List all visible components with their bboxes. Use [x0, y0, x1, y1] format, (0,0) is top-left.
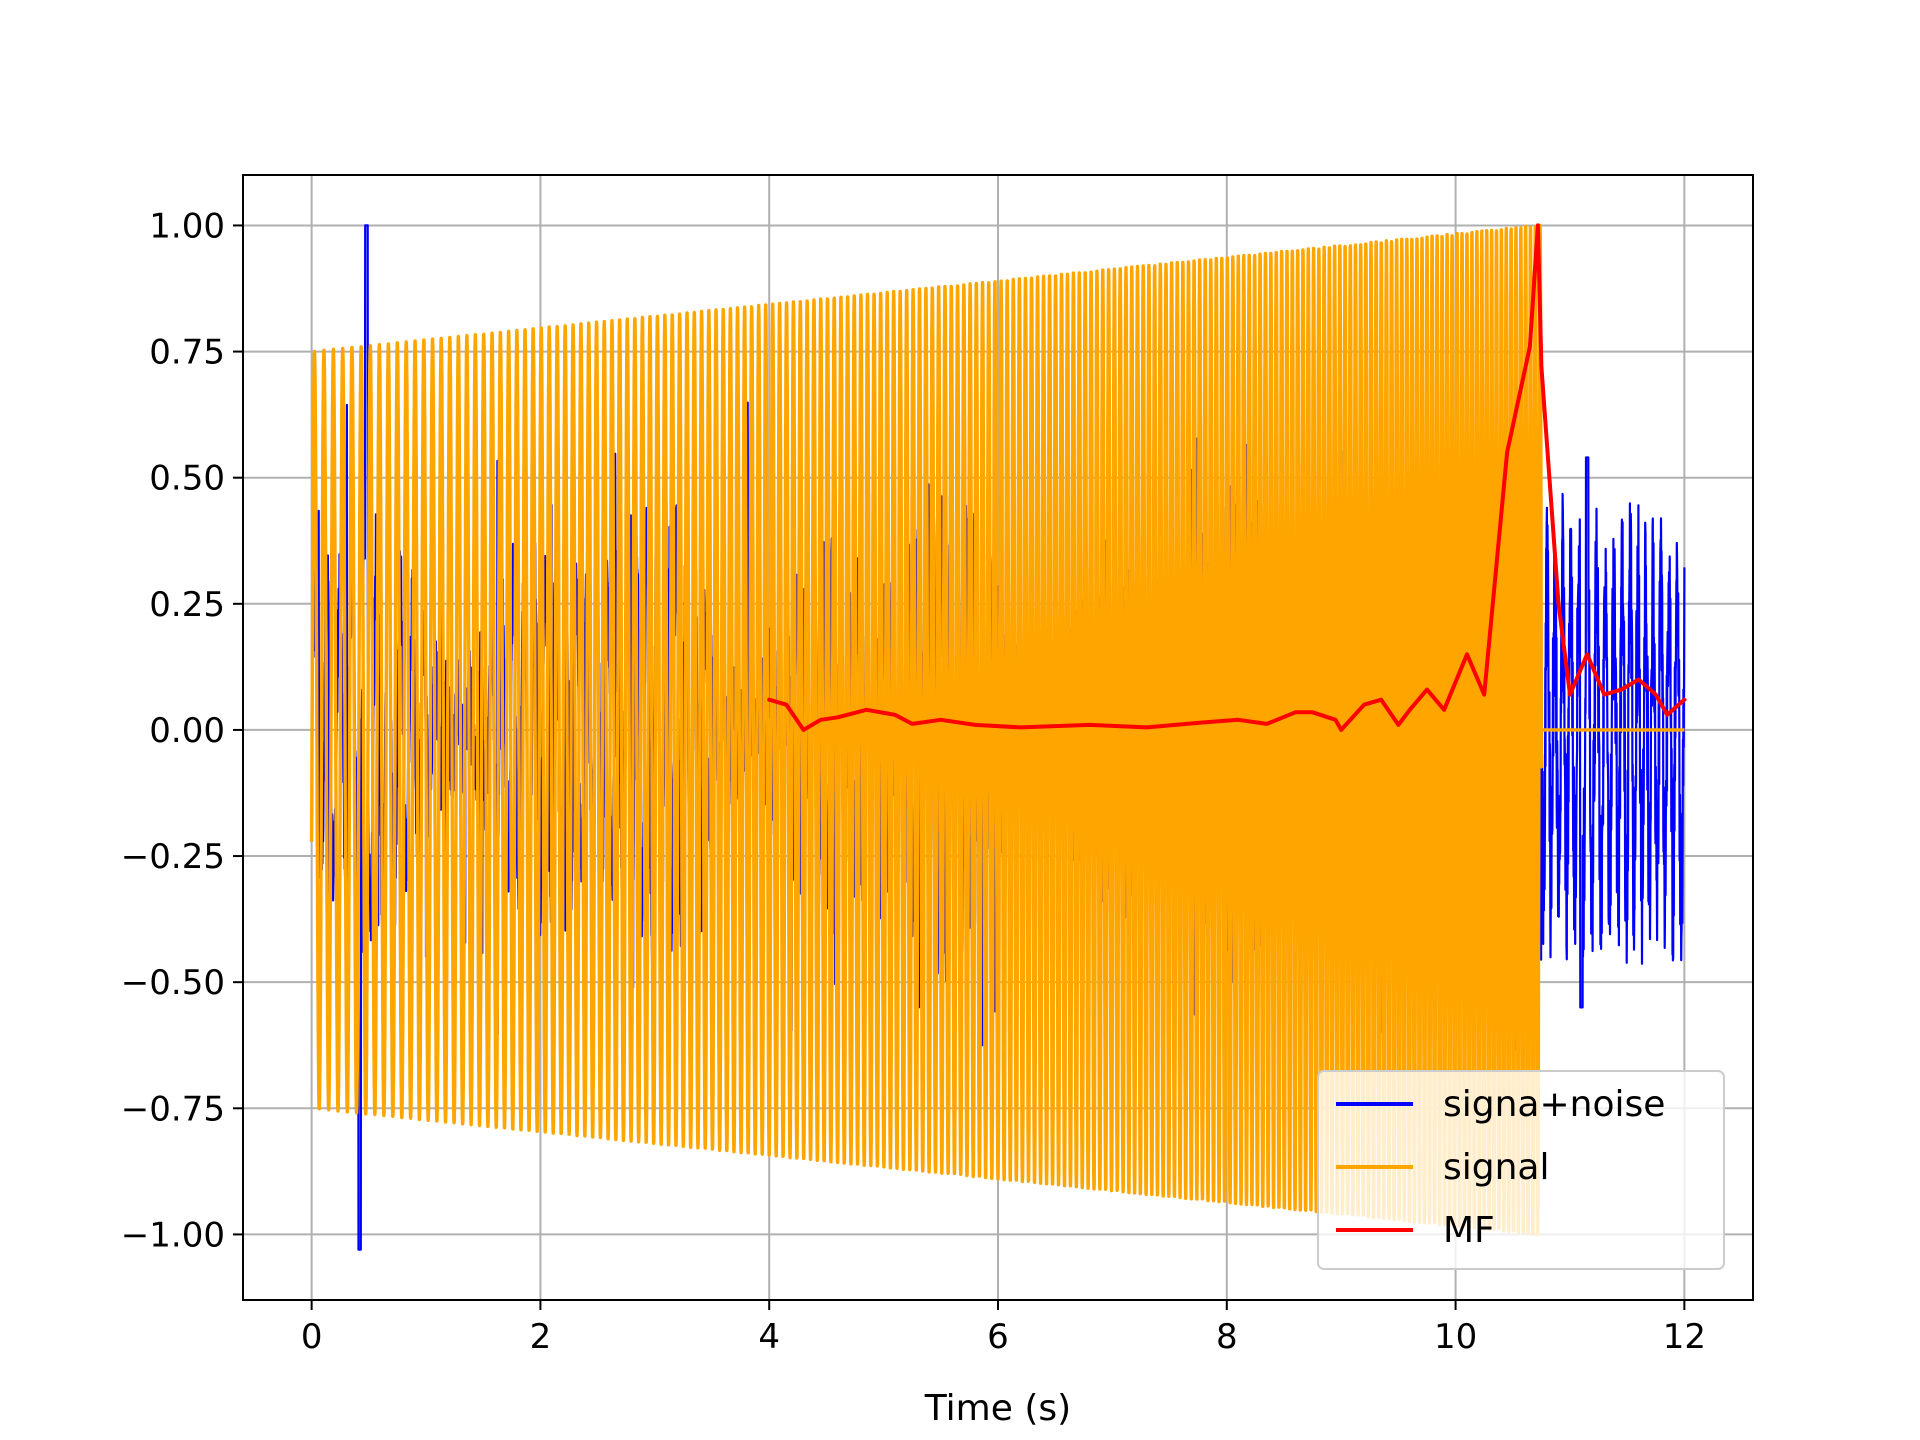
y-tick-label: −1.00 [121, 1215, 225, 1255]
y-tick-label: 0.00 [149, 711, 225, 751]
x-tick-label: 10 [1434, 1317, 1477, 1357]
y-tick-label: −0.25 [121, 837, 225, 877]
legend: signa+noise signal MF [1317, 1070, 1725, 1270]
legend-label: signa+noise [1443, 1084, 1665, 1125]
y-tick-label: 0.50 [149, 459, 225, 499]
series-mf-line [767, 223, 1687, 732]
x-tick-label: 12 [1663, 1317, 1706, 1357]
y-tick-label: −0.75 [121, 1089, 225, 1129]
y-tick-label: 1.00 [149, 206, 225, 246]
legend-box [1317, 1070, 1725, 1270]
legend-label: MF [1443, 1210, 1495, 1251]
y-tick-label: 0.25 [149, 585, 225, 625]
legend-label: signal [1443, 1147, 1550, 1188]
y-tick-label: 0.75 [149, 333, 225, 373]
x-tick-label: 2 [530, 1317, 552, 1357]
x-tick-label: 8 [1216, 1317, 1238, 1357]
y-tick-label: −0.50 [121, 963, 225, 1003]
x-tick-label: 4 [758, 1317, 780, 1357]
x-tick-label: 0 [301, 1317, 323, 1357]
x-axis-label: Time (s) [924, 1388, 1071, 1429]
ticks: 0 2 4 6 8 10 12 1.00 0.75 0.50 0.25 0.00 −0.25 −0.50 −… [121, 206, 1706, 1357]
x-tick-label: 6 [987, 1317, 1009, 1357]
